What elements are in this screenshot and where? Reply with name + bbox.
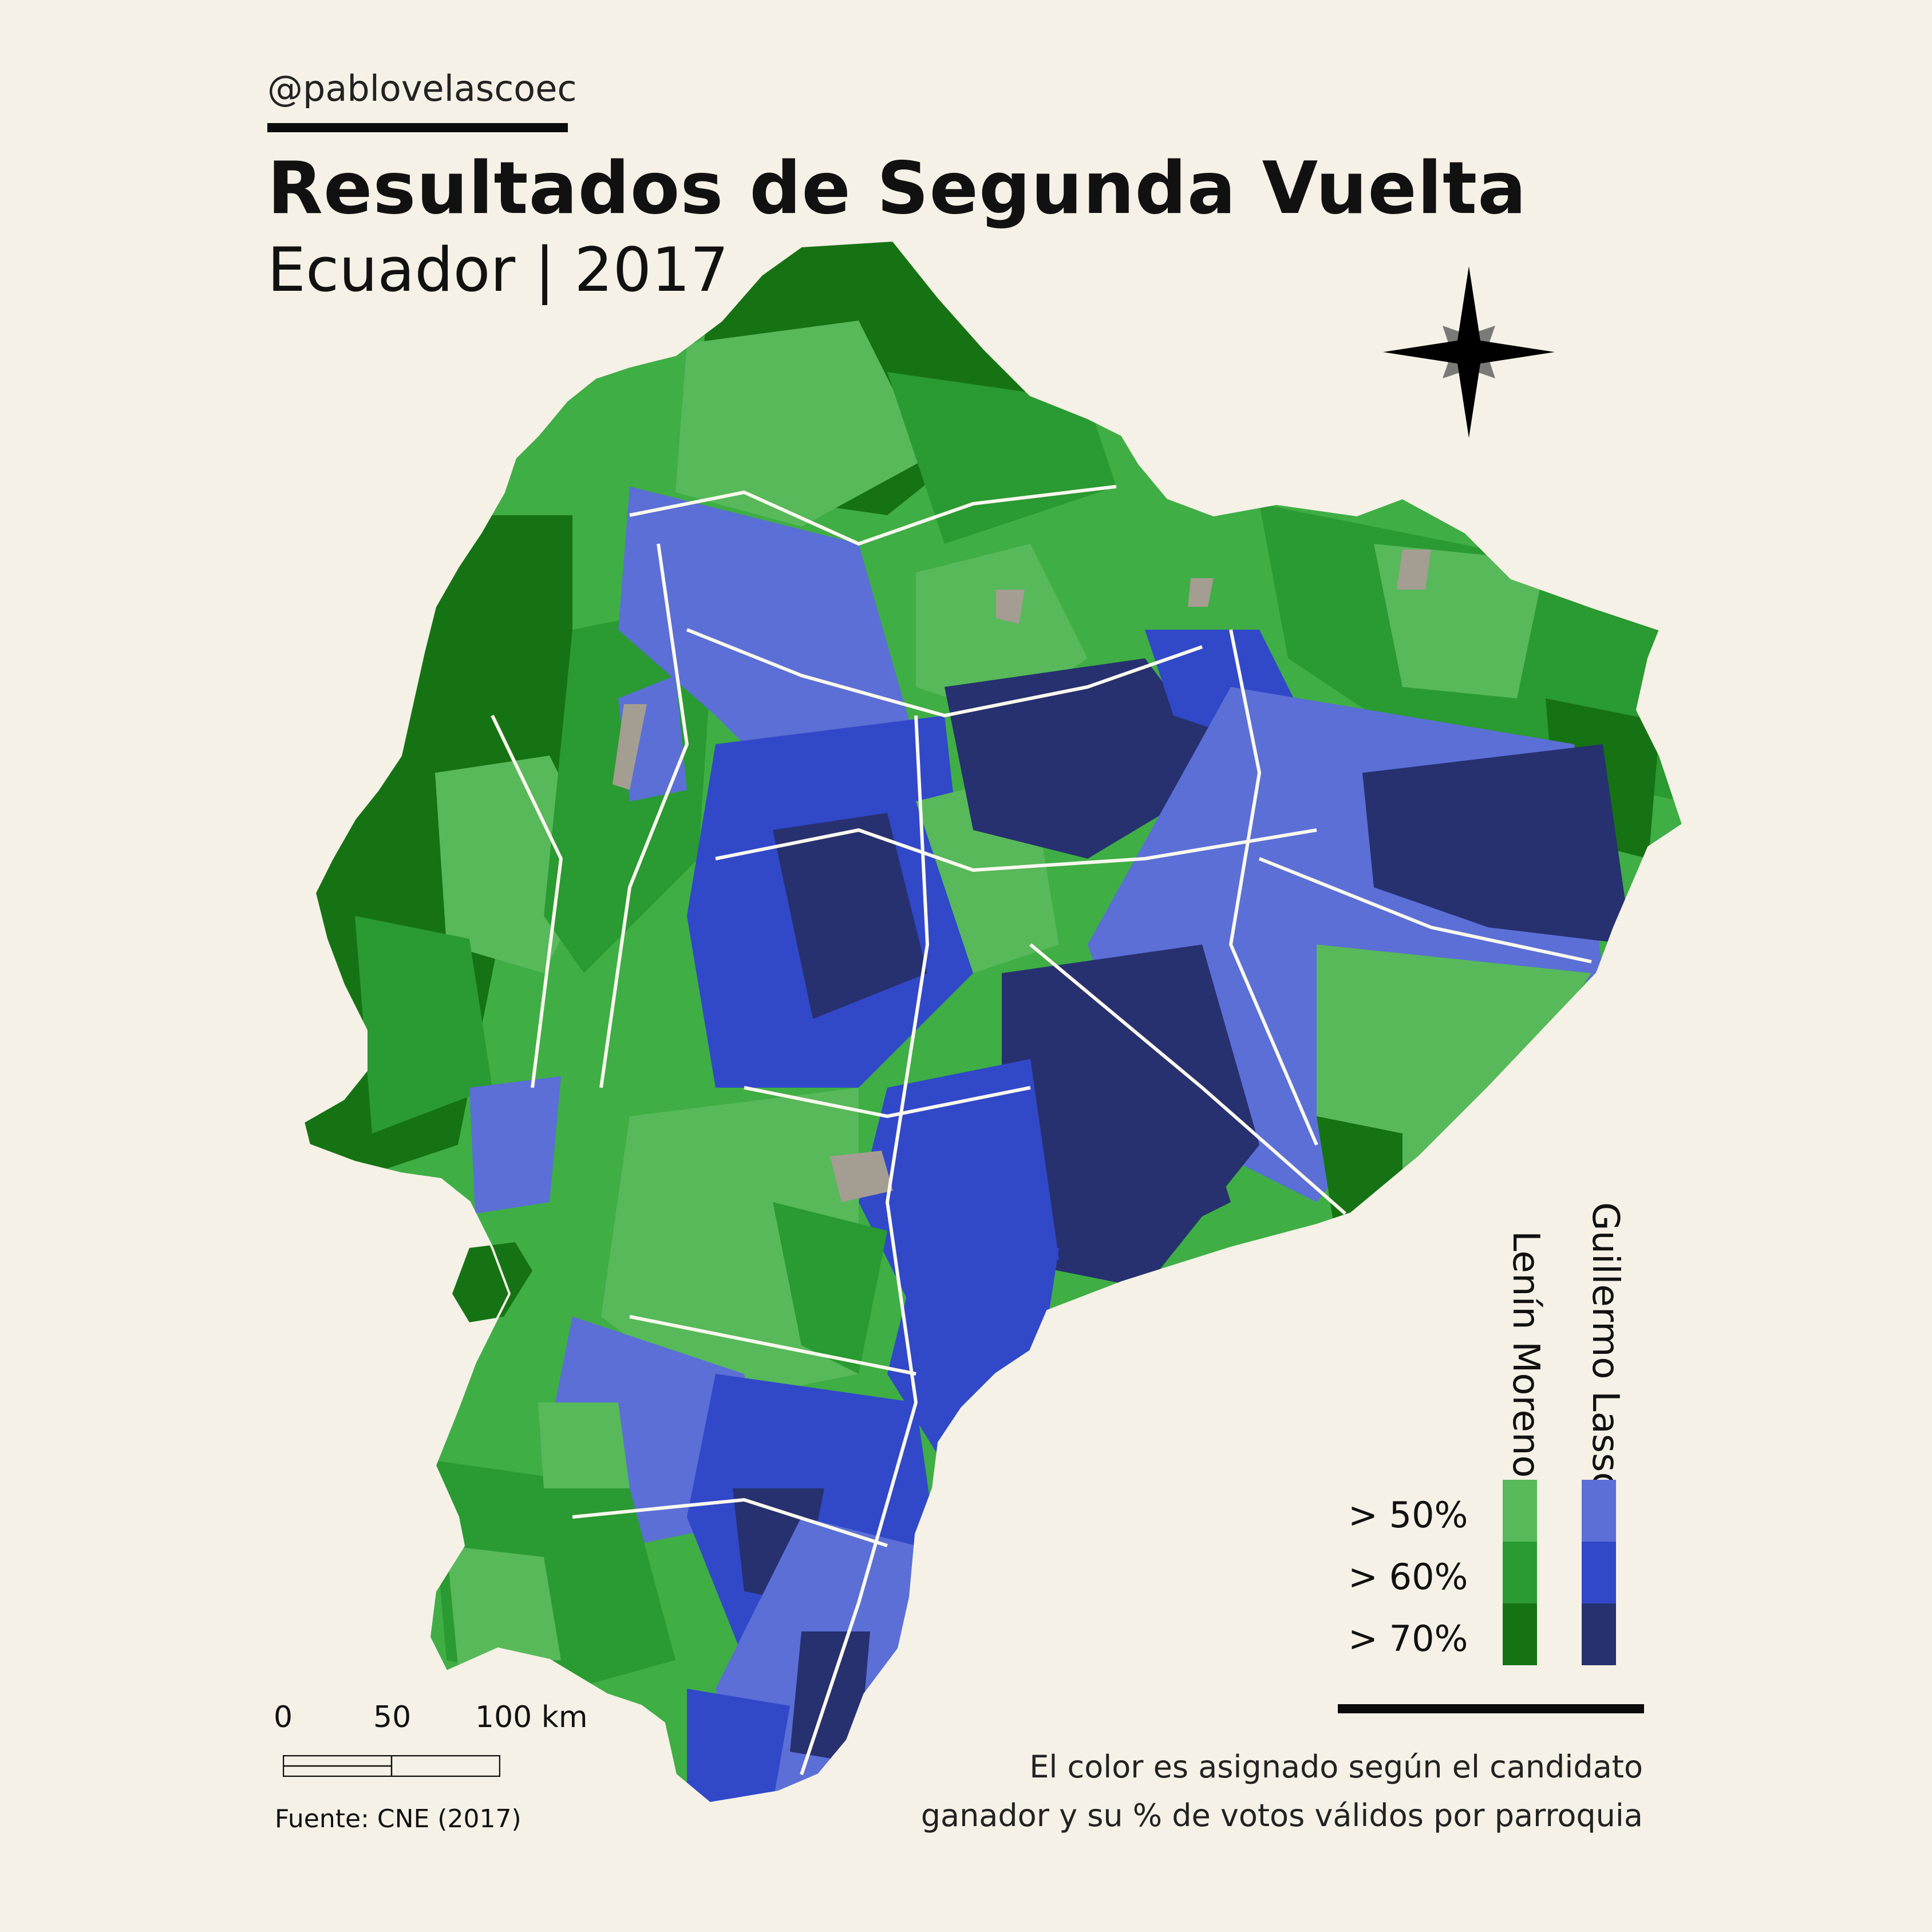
scale-bar: [283, 1755, 500, 1777]
legend-candidate-moreno: Lenín Moreno: [1504, 1231, 1547, 1478]
legend-threshold-70: > 70%: [1348, 1618, 1468, 1660]
note-line-1: El color es asignado según el candidato: [1029, 1749, 1643, 1785]
scale-tick-100: 100 km: [475, 1700, 588, 1735]
swatch-lasso-70: [1582, 1603, 1616, 1665]
legend-rule: [1338, 1704, 1644, 1713]
map-subtitle: Ecuador | 2017: [267, 235, 729, 305]
swatch-moreno-50: [1503, 1480, 1537, 1542]
puna-island: [452, 1242, 532, 1322]
map-title: Resultados de Segunda Vuelta: [267, 146, 1527, 230]
swatch-lasso-60: [1582, 1542, 1616, 1603]
compass-rose-icon: [1383, 266, 1555, 438]
scale-tick-0: 0: [274, 1700, 293, 1735]
swatch-lasso-50: [1582, 1480, 1616, 1542]
scale-tick-50: 50: [373, 1700, 412, 1735]
country-outline: [302, 239, 1685, 1805]
legend-threshold-50: > 50%: [1348, 1494, 1468, 1536]
data-source: Fuente: CNE (2017): [275, 1804, 521, 1834]
swatch-moreno-70: [1503, 1603, 1537, 1665]
header-rule: [267, 123, 568, 132]
swatch-moreno-60: [1503, 1542, 1537, 1603]
legend-threshold-60: > 60%: [1348, 1556, 1468, 1598]
note-line-2: ganador y su % de votos válidos por parr…: [920, 1797, 1643, 1834]
author-handle: @pablovelascoec: [267, 68, 577, 109]
province-borders: [491, 485, 1592, 1775]
legend-candidate-lasso: Guillermo Lasso: [1584, 1202, 1626, 1495]
